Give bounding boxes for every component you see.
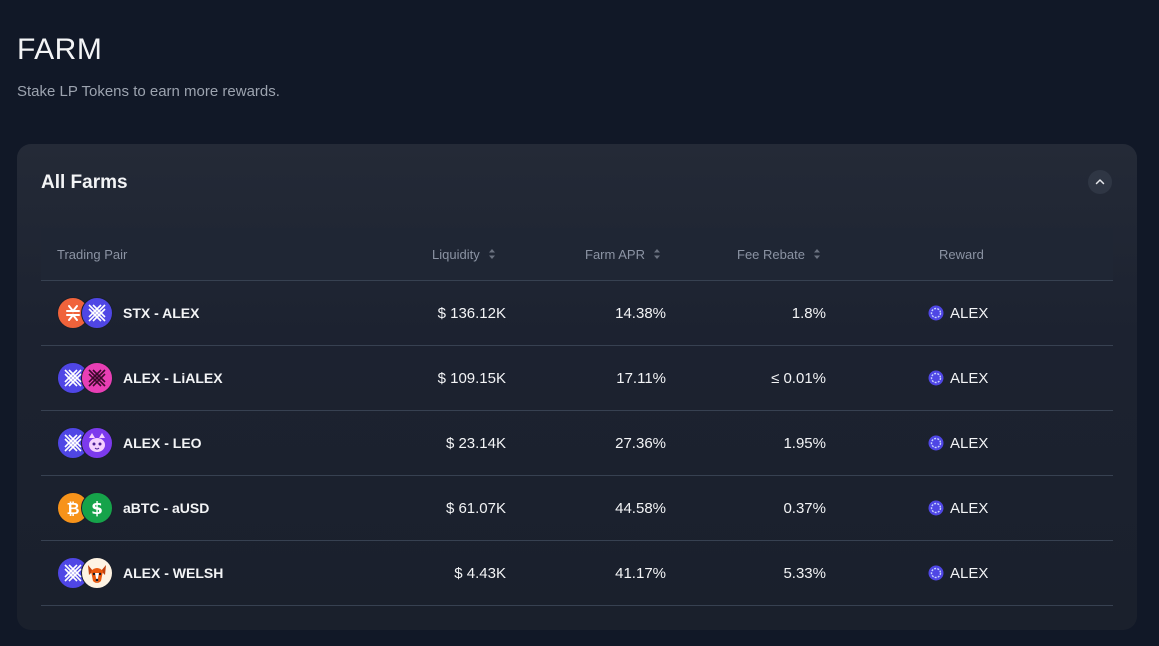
pair-label: ALEX - WELSH — [123, 565, 224, 581]
panel-title: All Farms — [41, 172, 128, 193]
reward-cell: ALEX — [928, 476, 988, 540]
reward-token-label: ALEX — [950, 369, 989, 387]
pair-label: aBTC - aUSD — [123, 500, 210, 516]
farms-table: Trading Pair Liquidity Farm APR Fee Reba… — [41, 228, 1113, 606]
welsh-dog-icon — [81, 557, 113, 589]
fee-rebate-value: 5.33% — [783, 564, 826, 582]
page-subtitle: Stake LP Tokens to earn more rewards. — [17, 83, 280, 100]
table-row[interactable]: ALEX - LiALEX $ 109.15K 17.11% ≤ 0.01% ALEX — [41, 346, 1113, 411]
alex-reward-icon — [928, 500, 944, 516]
collapse-button[interactable] — [1088, 170, 1112, 194]
sort-icon[interactable] — [653, 248, 661, 260]
chevron-up-icon — [1095, 179, 1105, 185]
alex-reward-icon — [928, 305, 944, 321]
dollar-icon: $ — [81, 492, 113, 524]
reward-cell: ALEX — [928, 346, 988, 410]
token-pair-icons — [57, 362, 113, 394]
reward-token-label: ALEX — [950, 434, 989, 452]
table-header: Trading Pair Liquidity Farm APR Fee Reba… — [41, 228, 1113, 281]
liquidity-value: $ 4.43K — [454, 564, 506, 582]
table-body: STX - ALEX $ 136.12K 14.38% 1.8% ALEX ALEX -… — [41, 281, 1113, 606]
svg-text:₿: ₿ — [66, 499, 79, 518]
liquidity-value: $ 61.07K — [445, 499, 506, 517]
trading-pair-cell: STX - ALEX — [57, 281, 200, 345]
column-header-farm-apr[interactable]: Farm APR — [585, 228, 661, 280]
column-label: Farm APR — [585, 246, 645, 262]
sort-icon[interactable] — [813, 248, 821, 260]
token-pair-icons — [57, 557, 113, 589]
leo-cat-icon — [81, 427, 113, 459]
token-pair-icons: ₿ $ — [57, 492, 113, 524]
table-row[interactable]: ₿ $ aBTC - aUSD $ 61.07K 44.58% 0.37% ALEX — [41, 476, 1113, 541]
trading-pair-cell: ALEX - LEO — [57, 411, 202, 475]
reward-cell: ALEX — [928, 411, 988, 475]
fee-rebate-value: 1.8% — [791, 304, 826, 322]
trading-pair-cell: ALEX - LiALEX — [57, 346, 223, 410]
fee-rebate-value: ≤ 0.01% — [771, 369, 826, 387]
fee-rebate-value: 0.37% — [783, 499, 826, 517]
column-label: Fee Rebate — [737, 246, 805, 262]
reward-token-label: ALEX — [950, 564, 989, 582]
liquidity-value: $ 136.12K — [437, 304, 506, 322]
alex-reward-icon — [928, 370, 944, 386]
alex-icon — [57, 427, 89, 459]
alex-reward-icon — [928, 435, 944, 451]
reward-cell: ALEX — [928, 281, 988, 345]
farm-apr-value: 41.17% — [615, 564, 666, 582]
column-label: Reward — [939, 246, 984, 262]
token-pair-icons — [57, 427, 113, 459]
svg-text:$: $ — [91, 499, 103, 519]
table-row[interactable]: ALEX - LEO $ 23.14K 27.36% 1.95% ALEX — [41, 411, 1113, 476]
farm-apr-value: 27.36% — [615, 434, 666, 452]
farm-apr-value: 44.58% — [615, 499, 666, 517]
page-title: FARM — [17, 33, 103, 66]
column-header-trading-pair: Trading Pair — [57, 228, 127, 280]
reward-token-label: ALEX — [950, 499, 989, 517]
farm-apr-value: 14.38% — [615, 304, 666, 322]
column-header-reward: Reward — [939, 228, 984, 280]
column-label: Liquidity — [432, 246, 480, 262]
pair-label: ALEX - LiALEX — [123, 370, 223, 386]
sort-icon[interactable] — [488, 248, 496, 260]
table-row[interactable]: ALEX - WELSH $ 4.43K 41.17% 5.33% ALEX — [41, 541, 1113, 606]
pair-label: ALEX - LEO — [123, 435, 202, 451]
liquidity-value: $ 23.14K — [445, 434, 506, 452]
trading-pair-cell: ₿ $ aBTC - aUSD — [57, 476, 209, 540]
column-header-liquidity[interactable]: Liquidity — [432, 228, 496, 280]
table-row[interactable]: STX - ALEX $ 136.12K 14.38% 1.8% ALEX — [41, 281, 1113, 346]
token-pair-icons — [57, 297, 113, 329]
pair-label: STX - ALEX — [123, 305, 200, 321]
reward-token-label: ALEX — [950, 304, 989, 322]
farm-apr-value: 17.11% — [616, 369, 666, 387]
lialex-icon — [81, 362, 113, 394]
column-label: Trading Pair — [57, 246, 128, 262]
fee-rebate-value: 1.95% — [783, 434, 826, 452]
reward-cell: ALEX — [928, 541, 988, 605]
trading-pair-cell: ALEX - WELSH — [57, 541, 223, 605]
alex-reward-icon — [928, 565, 944, 581]
liquidity-value: $ 109.15K — [437, 369, 506, 387]
alex-icon — [81, 297, 113, 329]
all-farms-panel: All Farms Trading Pair Liquidity Farm AP… — [17, 144, 1137, 630]
column-header-fee-rebate[interactable]: Fee Rebate — [737, 228, 821, 280]
